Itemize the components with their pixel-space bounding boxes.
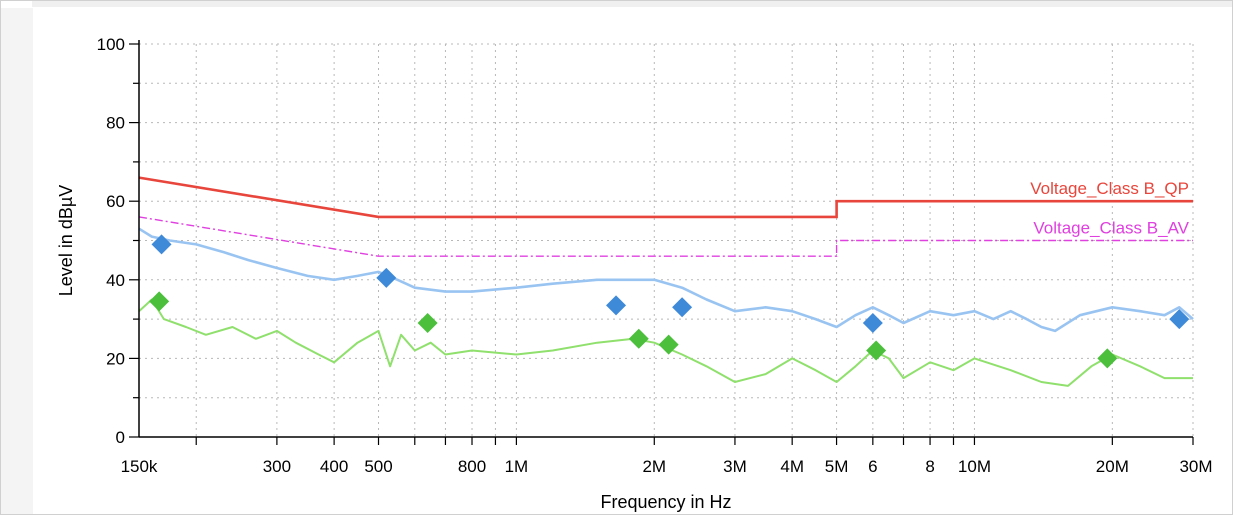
marker-point-1 bbox=[376, 267, 397, 288]
y-tick-label: 60 bbox=[106, 192, 125, 211]
marker-point-1 bbox=[1169, 309, 1190, 330]
x-axis-title: Frequency in Hz bbox=[600, 492, 731, 512]
axes bbox=[129, 40, 1194, 445]
x-tick-label: 300 bbox=[263, 457, 291, 476]
x-tick-label: 3M bbox=[723, 457, 747, 476]
labels: Voltage_Class B_QP Voltage_Class B_AV 0 20 4… bbox=[56, 35, 1213, 512]
y-tick-label: 80 bbox=[106, 114, 125, 133]
marker-point-2 bbox=[658, 334, 679, 355]
x-tick-label: 10M bbox=[958, 457, 991, 476]
y-tick-label: 100 bbox=[97, 35, 125, 54]
marker-point-1 bbox=[151, 234, 172, 255]
markers bbox=[149, 234, 1190, 369]
x-tick-label: 800 bbox=[458, 457, 486, 476]
limit-label-2: Voltage_Class B_AV bbox=[1033, 219, 1189, 238]
x-tick-label: 4M bbox=[780, 457, 804, 476]
y-tick-label: 40 bbox=[106, 271, 125, 290]
x-tick-label: 150k bbox=[121, 457, 158, 476]
marker-point-2 bbox=[628, 328, 649, 349]
x-tick-label: 2M bbox=[642, 457, 666, 476]
limit-lines bbox=[138, 176, 1193, 257]
y-tick-label: 20 bbox=[106, 349, 125, 368]
grid bbox=[139, 43, 1194, 437]
top-strip bbox=[32, 1, 1232, 7]
left-strip bbox=[1, 8, 33, 514]
x-tick-label: 8 bbox=[925, 457, 934, 476]
marker-point-1 bbox=[606, 295, 627, 316]
limit-line-2 bbox=[138, 216, 1193, 257]
marker-point-1 bbox=[672, 297, 693, 318]
y-axis-title: Level in dBµV bbox=[56, 185, 76, 296]
x-tick-label: 30M bbox=[1179, 457, 1212, 476]
limit-line-1 bbox=[138, 176, 1193, 219]
x-tick-label: 500 bbox=[364, 457, 392, 476]
marker-point-2 bbox=[149, 291, 170, 312]
x-tick-label: 20M bbox=[1096, 457, 1129, 476]
limit-label-1: Voltage_Class B_QP bbox=[1030, 179, 1189, 198]
x-tick-label: 5M bbox=[825, 457, 849, 476]
marker-point-1 bbox=[862, 313, 883, 334]
x-tick-label: 1M bbox=[505, 457, 529, 476]
x-tick-label: 6 bbox=[868, 457, 877, 476]
marker-point-2 bbox=[1097, 348, 1118, 369]
x-tick-label: 400 bbox=[320, 457, 348, 476]
marker-point-2 bbox=[417, 313, 438, 334]
y-tick-label: 0 bbox=[116, 428, 125, 447]
series-line-1 bbox=[138, 227, 1194, 333]
marker-point-2 bbox=[866, 340, 887, 361]
